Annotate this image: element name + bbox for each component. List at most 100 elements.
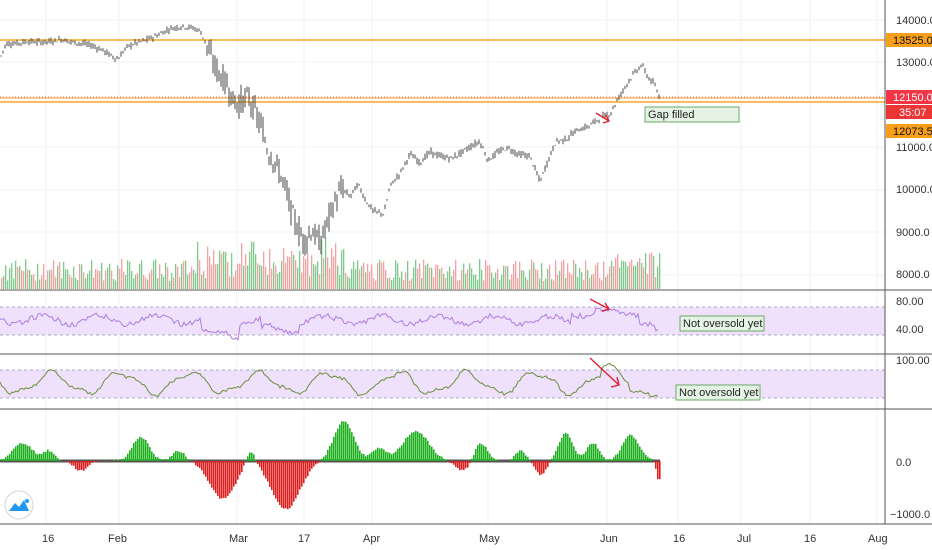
volume-bar (35, 280, 37, 289)
osc-bar (103, 461, 105, 462)
volume-bar (299, 250, 301, 289)
osc-bar (299, 461, 301, 490)
osc-bar (425, 438, 427, 461)
osc-bar (55, 455, 57, 461)
osc-bar (1, 459, 3, 461)
x-tick-jul: Jul (737, 533, 751, 545)
osc-bar (465, 461, 467, 469)
osc-bar (557, 446, 559, 461)
volume-bar (655, 277, 657, 289)
volume-bar (577, 276, 579, 289)
volume-bar (199, 260, 201, 289)
volume-bar (145, 277, 147, 289)
osc-bar (649, 458, 651, 461)
volume-bar (301, 272, 303, 289)
osc-bar (359, 450, 361, 461)
osc-bar (423, 437, 425, 461)
osc-tick-minus-1000: −1000.0 (890, 509, 930, 521)
osc-bar (571, 442, 573, 461)
tradingview-logo-icon[interactable] (4, 490, 34, 520)
osc-bar (529, 459, 531, 461)
time-scale[interactable]: 16 Feb Mar 17 Apr May Jun 16 Jul 16 Aug (42, 533, 888, 545)
volume-bar (203, 270, 205, 289)
osc-bar (403, 442, 405, 461)
osc-bar (303, 461, 305, 484)
osc-bar (255, 459, 257, 461)
osc-bar (575, 450, 577, 461)
osc-bar (357, 445, 359, 461)
osc-bar (395, 451, 397, 461)
osc-bar (513, 455, 515, 461)
volume-bar (31, 274, 33, 289)
volume-bar (173, 277, 175, 289)
osc-bar (11, 450, 13, 461)
osc-bar (173, 452, 175, 461)
osc-bar (153, 453, 155, 461)
osc-bar (361, 453, 363, 461)
volume-bar (135, 274, 137, 289)
volume-bar (261, 266, 263, 289)
countdown-tag (886, 105, 932, 119)
osc-bar (223, 461, 225, 498)
volume-bar (113, 279, 115, 289)
osc-bar (527, 457, 529, 461)
osc-bar (411, 432, 413, 461)
volume-bar (161, 274, 163, 289)
osc-bar (569, 437, 571, 461)
osc-bar (605, 459, 607, 461)
osc-bar (429, 445, 431, 461)
volume-bar (515, 260, 517, 289)
osc-bar (627, 436, 629, 461)
volume-bar (349, 278, 351, 289)
volume-bar (223, 251, 225, 289)
osc-bar (107, 461, 109, 462)
volume-bar (89, 270, 91, 289)
volume-bar (607, 274, 609, 289)
volume-bar (27, 269, 29, 289)
volume-bar (549, 264, 551, 289)
volume-bar (595, 265, 597, 289)
osc-bar (367, 454, 369, 461)
price-scale[interactable]: 14000.0 13000.0 11000.0 10000.0 9000.0 8… (0, 0, 932, 525)
volume-bar (443, 273, 445, 289)
volume-bar (165, 262, 167, 289)
osc-bar (249, 452, 251, 461)
volume-bar (117, 265, 119, 289)
volume-bar (191, 266, 193, 289)
osc-bar (509, 460, 511, 461)
volume-bar (71, 277, 73, 289)
volume-bar (67, 269, 69, 289)
osc-bar (543, 461, 545, 474)
volume-bar (15, 260, 17, 289)
osc-bar (331, 442, 333, 461)
osc-bar (25, 444, 27, 461)
volume-bar (625, 261, 627, 289)
x-tick-feb: Feb (108, 533, 127, 545)
volume-bar (281, 260, 283, 289)
osc-bar (457, 461, 459, 469)
volume-bar (335, 243, 337, 289)
osc-bar (67, 461, 69, 462)
volume-bar (501, 274, 503, 289)
volume-bar (51, 269, 53, 289)
volume-bar (239, 263, 241, 289)
osc-bar (77, 461, 79, 471)
osc-bar (161, 459, 163, 461)
volume-bar (635, 265, 637, 289)
volume-bar (439, 269, 441, 289)
volume-bar (249, 251, 251, 289)
osc-bar (151, 451, 153, 461)
osc-bar (521, 450, 523, 461)
osc-bar (313, 461, 315, 467)
osc-bar (197, 461, 199, 467)
volume-bar (615, 257, 617, 289)
volume-bar (343, 248, 345, 289)
volume-bar (81, 264, 83, 289)
volume-bar (29, 270, 31, 289)
volume-bar (435, 264, 437, 289)
osc-bar (261, 461, 263, 471)
volume-bar (237, 263, 239, 289)
volume-bar (433, 277, 435, 289)
volume-bar (495, 272, 497, 289)
volume-bar (647, 273, 649, 289)
